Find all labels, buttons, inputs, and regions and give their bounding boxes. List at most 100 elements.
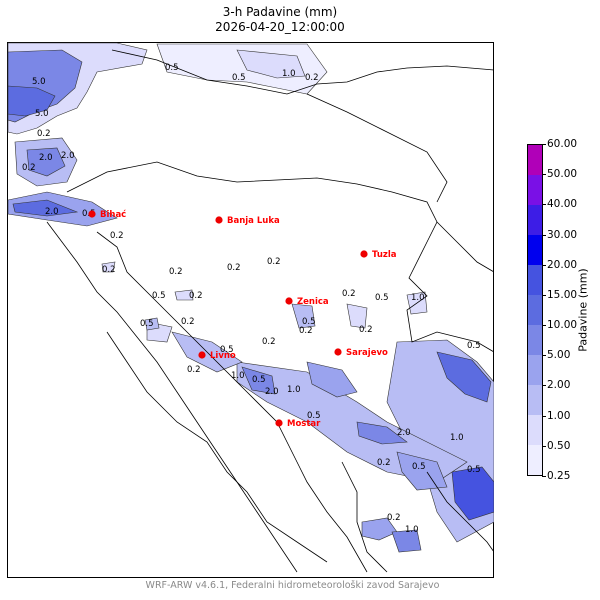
contour-label: 0.5 xyxy=(375,293,389,303)
contour-label: 5.0 xyxy=(35,109,49,119)
precip-area-east-mid xyxy=(396,451,448,491)
precip-area-mid xyxy=(306,361,358,398)
colorbar-tick-label: 0.50 xyxy=(541,439,571,452)
colorbar-segment xyxy=(528,295,542,325)
colorbar-tick-label: 10.00 xyxy=(541,319,578,332)
colorbar-segment xyxy=(528,325,542,355)
colorbar-tick-label: 60.00 xyxy=(541,138,578,150)
colorbar-segment xyxy=(528,205,542,235)
map-subtitle: 2026-04-20_12:00:00 xyxy=(215,20,345,34)
city-marker xyxy=(215,216,223,224)
city-markers: Bihać Banja Luka Tuzla Zenica Sarajevo Livno M… xyxy=(88,209,397,429)
city-marker xyxy=(334,348,342,356)
contour-label: 0.2 xyxy=(387,513,401,523)
borders xyxy=(46,49,494,573)
colorbar-segment xyxy=(528,415,542,445)
colorbar-tick-label: 30.00 xyxy=(541,228,578,241)
contour-label: 1.0 xyxy=(282,69,296,79)
colorbar-segment xyxy=(528,175,542,205)
precip-area-bihac-core xyxy=(12,199,79,217)
precip-area-south-core2 xyxy=(356,421,408,445)
city-label: Tuzla xyxy=(372,250,397,260)
contour-label: 0.2 xyxy=(262,337,276,347)
contour-label: 2.0 xyxy=(45,207,59,217)
city-marker xyxy=(198,351,206,359)
contour-label: 0.2 xyxy=(37,129,51,139)
contour-label: 0.5 xyxy=(220,345,234,355)
contour-label: 0.5 xyxy=(467,341,481,351)
contour-label: 0.2 xyxy=(227,263,241,273)
colorbar-tick-label: 40.00 xyxy=(541,198,578,211)
precip-area-zenica-e xyxy=(346,303,368,329)
border-coast xyxy=(106,331,328,563)
colorbar-segment xyxy=(528,145,542,175)
border-west xyxy=(46,221,298,573)
city-label: Livno xyxy=(210,351,236,361)
colorbar-segment xyxy=(528,385,542,415)
city-marker xyxy=(360,250,368,258)
contour-label: 0.5 xyxy=(307,411,321,421)
precip-area-west1-core xyxy=(26,147,66,177)
precip-area-se-south2 xyxy=(391,529,422,553)
city-marker xyxy=(88,210,96,218)
contour-label: 1.0 xyxy=(411,293,425,303)
border-bih-sw xyxy=(96,231,368,573)
contour-label: 0.2 xyxy=(305,73,319,83)
contour-label: 0.2 xyxy=(181,317,195,327)
contour-label: 0.2 xyxy=(342,289,356,299)
precip-area-se-south xyxy=(361,517,398,541)
precip-area-dot3 xyxy=(144,317,160,331)
colorbar-tick-label: 1.00 xyxy=(541,409,571,422)
contour-label: 0.2 xyxy=(169,267,183,277)
precip-area-north-2 xyxy=(236,49,306,79)
contour-label: 0.5 xyxy=(252,375,266,385)
contour-label: 2.0 xyxy=(397,428,411,438)
precipitation-field xyxy=(7,42,494,553)
border-north-2 xyxy=(306,93,448,203)
border-east xyxy=(436,221,494,273)
precipitation-map: 0.5 0.5 1.0 0.2 5.0 5.0 2.0 0.2 2.0 0.2 2.0 0.5 0.2 0… xyxy=(7,42,494,578)
border-south xyxy=(341,461,388,573)
border-north xyxy=(111,49,494,95)
city-label: Bihać xyxy=(100,209,126,220)
colorbar-segment xyxy=(528,235,542,265)
colorbar-tick-label: 20.00 xyxy=(541,258,578,271)
precip-area-south-core xyxy=(241,366,276,395)
city-label: Mostar xyxy=(287,419,321,429)
city-label: Zenica xyxy=(297,297,329,307)
precip-area-se-core2 xyxy=(451,466,494,521)
map-title: 3-h Padavine (mm) xyxy=(222,5,338,19)
contour-label: 1.0 xyxy=(450,433,464,443)
contour-label: 0.2 xyxy=(110,231,124,241)
contour-label: 0.5 xyxy=(165,63,179,73)
contour-label: 0.5 xyxy=(140,319,154,329)
contour-label: 0.5 xyxy=(232,73,246,83)
contour-label: 0.2 xyxy=(359,325,373,335)
precip-area-zenica xyxy=(291,303,316,329)
contour-label: 0.2 xyxy=(377,458,391,468)
colorbar-tick-label: 5.00 xyxy=(541,349,571,362)
border-se xyxy=(426,471,494,553)
contour-label: 0.5 xyxy=(412,462,426,472)
contour-label: 0.2 xyxy=(102,265,116,275)
city-marker xyxy=(285,297,293,305)
contour-label: 2.0 xyxy=(265,387,279,397)
footer-credit: WRF-ARW v4.6.1, Federalni hidrometeorolo… xyxy=(145,580,440,591)
colorbar-tick-label: 50.00 xyxy=(541,168,578,181)
border-bih-outline xyxy=(66,161,494,353)
colorbar xyxy=(527,144,543,476)
contour-label: 0.5 xyxy=(302,317,316,327)
contour-label: 0.5 xyxy=(152,291,166,301)
contour-label: 2.0 xyxy=(61,151,75,161)
contour-label: 1.0 xyxy=(287,385,301,395)
contour-label: 5.0 xyxy=(32,77,46,87)
contour-label: 0.2 xyxy=(189,291,203,301)
colorbar-segment xyxy=(528,265,542,295)
precip-area-se-core1 xyxy=(436,351,492,403)
colorbar-tick-label: 0.25 xyxy=(541,470,571,482)
colorbar-tick-label: 2.00 xyxy=(541,379,571,392)
contour-labels: 0.5 0.5 1.0 0.2 5.0 5.0 2.0 0.2 2.0 0.2 2.0 0.5 0.2 0… xyxy=(22,63,481,535)
colorbar-label: Padavine (mm) xyxy=(576,268,590,352)
city-label: Sarajevo xyxy=(346,348,388,358)
precip-area-dot1 xyxy=(101,261,116,273)
